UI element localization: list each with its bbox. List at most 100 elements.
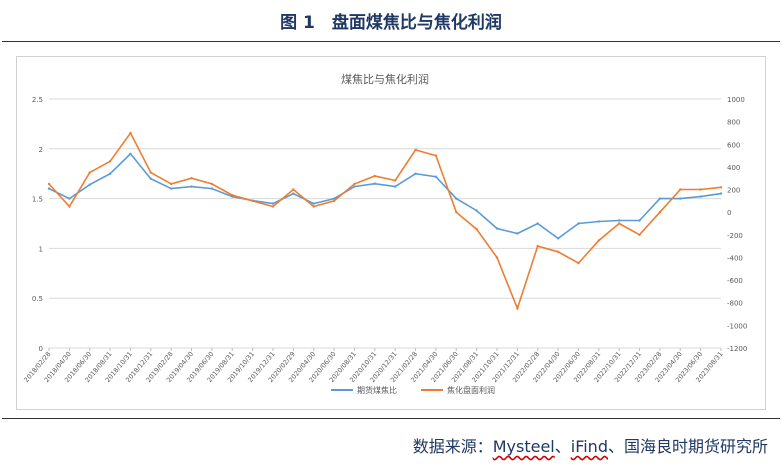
profit-point	[210, 182, 214, 186]
ratio-point	[190, 185, 193, 188]
profit-point	[414, 148, 417, 152]
figure-title: 图 1 盘面煤焦比与焦化利润	[280, 13, 502, 33]
profit-point	[373, 174, 376, 178]
profit-point	[577, 261, 580, 265]
source-item-mysteel: Mysteel	[492, 437, 555, 456]
profit-point	[292, 188, 295, 191]
profit-point	[495, 256, 499, 259]
y-right-tick-label: -800	[727, 300, 743, 308]
y-right-tick-label: 1000	[727, 96, 745, 104]
profit-point	[332, 199, 336, 203]
ratio-point	[455, 197, 458, 200]
profit-point	[231, 194, 234, 197]
ratio-point	[373, 182, 376, 185]
ratio-point	[394, 185, 397, 188]
ratio-point	[658, 197, 662, 200]
y-right-tick-label: 0	[727, 209, 731, 217]
y-right-tick-label: -200	[727, 232, 743, 240]
source-rule	[2, 418, 780, 419]
ratio-point	[129, 152, 132, 155]
profit-point	[394, 179, 397, 182]
ratio-point	[210, 187, 214, 190]
ratio-point	[719, 192, 723, 195]
source-prefix: 数据来源：	[412, 437, 493, 456]
profit-point	[597, 239, 600, 242]
ratio-point	[88, 183, 91, 186]
ratio-point	[68, 197, 71, 200]
ratio-point	[271, 202, 275, 205]
profit-point	[68, 205, 71, 208]
ratio-point	[434, 175, 438, 178]
profit-point	[719, 186, 723, 189]
ratio-point	[414, 172, 417, 175]
y-right-tick-label: 600	[727, 141, 740, 149]
ratio-point	[577, 222, 580, 225]
profit-point	[170, 182, 173, 186]
series-line-profit	[48, 131, 722, 311]
y-left-tick-label: 2.5	[32, 96, 43, 104]
profit-point	[475, 228, 478, 231]
source-item-ifind: iFind	[570, 437, 608, 456]
legend-label-ratio: 期货煤焦比	[357, 385, 397, 395]
chart-title: 煤焦比与焦化利润	[341, 72, 429, 86]
y-left-tick-label: 0	[39, 345, 43, 353]
y-left-tick-label: 0.5	[32, 295, 43, 303]
legend-label-profit: 焦化盘面利润	[447, 385, 495, 395]
ratio-point	[536, 222, 539, 225]
y-left-tick-label: 1	[39, 245, 43, 253]
y-right-tick-label: -1000	[727, 322, 747, 330]
ratio-point	[679, 197, 682, 200]
y-left-tick-label: 2	[39, 146, 43, 154]
profit-point	[108, 160, 112, 163]
source-item-rest: 、国海良时期货研究所	[607, 437, 768, 456]
profit-point	[434, 154, 438, 157]
ratio-point	[699, 195, 702, 198]
ratio-point	[495, 227, 499, 230]
y-left-tick-label: 1.5	[32, 196, 43, 204]
ratio-point	[353, 185, 356, 188]
title-rule	[2, 41, 780, 42]
y-right-tick-label: 200	[727, 187, 740, 195]
source-sep: 、	[554, 437, 571, 456]
ratio-point	[638, 219, 641, 222]
profit-point	[455, 211, 458, 214]
ratio-point	[556, 237, 560, 240]
profit-point	[149, 171, 152, 174]
profit-point	[251, 199, 254, 203]
ratio-point	[475, 209, 478, 212]
source-note: 数据来源：Mysteel、iFind、国海良时期货研究所	[413, 433, 768, 457]
ratio-point	[149, 177, 152, 180]
ratio-point	[292, 192, 295, 195]
profit-point	[516, 307, 519, 310]
y-right-tick-label: -1200	[727, 345, 747, 353]
chart-frame: 煤焦比与焦化利润 0 0.5 1 1.5 2 2.5 -1200 -1000 -800 -600 -4…	[16, 56, 766, 410]
y-right-tick-label: -600	[727, 277, 743, 285]
ratio-point	[597, 220, 600, 223]
ratio-point	[108, 172, 112, 175]
ratio-point	[516, 232, 519, 235]
profit-point	[638, 233, 641, 236]
profit-point	[679, 188, 682, 191]
profit-point	[271, 205, 275, 208]
profit-point	[618, 222, 621, 225]
ratio-point	[618, 219, 621, 222]
profit-point	[699, 188, 702, 191]
profit-point	[658, 211, 662, 214]
profit-point	[190, 177, 193, 180]
y-right-tick-label: -400	[727, 254, 743, 262]
profit-point	[536, 244, 539, 248]
profit-point	[353, 182, 356, 186]
y-right-tick-label: 800	[727, 119, 740, 127]
profit-point	[556, 250, 560, 253]
y-right-tick-label: 400	[727, 164, 740, 172]
ratio-point	[312, 202, 315, 205]
ratio-point	[332, 197, 336, 200]
profit-point	[47, 182, 51, 186]
profit-point	[129, 131, 132, 135]
profit-point	[312, 205, 315, 208]
series-line-ratio	[48, 152, 722, 240]
ratio-point	[47, 187, 51, 190]
chart-svg: 煤焦比与焦化利润 0 0.5 1 1.5 2 2.5 -1200 -1000 -800 -600 -4…	[22, 72, 747, 395]
ratio-point	[170, 187, 173, 190]
profit-point	[88, 171, 91, 174]
